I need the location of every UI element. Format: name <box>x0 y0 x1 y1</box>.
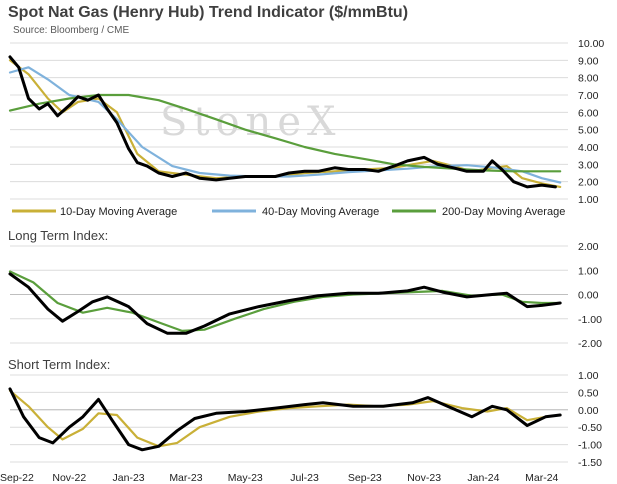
legend-label: 200-Day Moving Average <box>442 206 565 218</box>
x-tick-label: Sep-23 <box>348 472 382 484</box>
y-tick-label: 6.00 <box>578 107 599 119</box>
chart-title: Spot Nat Gas (Henry Hub) Trend Indicator… <box>8 4 408 21</box>
y-tick-label: 1.00 <box>578 370 599 382</box>
legend-label: 40-Day Moving Average <box>262 206 379 218</box>
y-tick-label: 2.00 <box>578 241 599 253</box>
series-line <box>8 55 557 189</box>
y-tick-label: -0.50 <box>578 422 602 434</box>
y-tick-label: 0.00 <box>578 405 599 417</box>
stonex-watermark: StoneX <box>160 99 341 145</box>
y-tick-label: 3.00 <box>578 159 599 171</box>
price-panel: 10.00 9.00 8.00 7.00 6.00 5.00 4.00 3.00 2.00 1.0… <box>8 38 604 218</box>
legend-label: 10-Day Moving Average <box>60 206 177 218</box>
series-line <box>8 59 562 188</box>
y-tick-label: 9.00 <box>578 55 599 67</box>
chart-panels: 10.00 9.00 8.00 7.00 6.00 5.00 4.00 3.00 2.00 1.0… <box>0 38 604 484</box>
y-tick-label: -1.00 <box>578 314 602 326</box>
x-tick-label: May-23 <box>228 472 263 484</box>
chart-source: Source: Bloomberg / CME <box>13 25 129 36</box>
y-tick-label: 1.00 <box>578 265 599 277</box>
x-tick-label: Jul-23 <box>290 472 319 484</box>
y-tick-label: 1.00 <box>578 194 599 206</box>
y-tick-label: 10.00 <box>578 38 604 50</box>
y-tick-label: 4.00 <box>578 142 599 154</box>
chart-text: Spot Nat Gas (Henry Hub) Trend Indicator… <box>8 4 408 372</box>
y-tick-label: -1.00 <box>578 440 602 452</box>
x-tick-label: Sep-22 <box>0 472 34 484</box>
y-tick-label: -1.50 <box>578 457 602 469</box>
y-tick-label: 0.50 <box>578 387 599 399</box>
y-tick-label: 8.00 <box>578 73 599 85</box>
short-term-panel: 1.00 0.50 0.00 -0.50 -1.00 -1.50 Sep-22 Nov-22 J… <box>0 370 602 484</box>
x-tick-label: Mar-23 <box>169 472 202 484</box>
x-tick-label: Jan-23 <box>113 472 145 484</box>
y-tick-label: -2.00 <box>578 338 602 350</box>
long-term-panel: 2.00 1.00 0.00 -1.00 -2.00 <box>8 241 602 350</box>
y-tick-label: 7.00 <box>578 90 599 102</box>
short-term-index-title: Short Term Index: <box>8 357 110 372</box>
x-tick-label: Jan-24 <box>467 472 499 484</box>
series-line <box>8 389 562 448</box>
y-tick-label: 5.00 <box>578 125 599 137</box>
series-line <box>8 272 562 335</box>
x-tick-label: Nov-22 <box>52 472 86 484</box>
legend: 10-Day Moving Average 40-Day Moving Avera… <box>12 206 565 218</box>
series-line <box>8 387 562 452</box>
y-tick-label: 2.00 <box>578 177 599 189</box>
long-term-index-title: Long Term Index: <box>8 228 108 243</box>
x-tick-label: Mar-24 <box>525 472 558 484</box>
y-tick-label: 0.00 <box>578 290 599 302</box>
x-tick-label: Nov-23 <box>407 472 441 484</box>
